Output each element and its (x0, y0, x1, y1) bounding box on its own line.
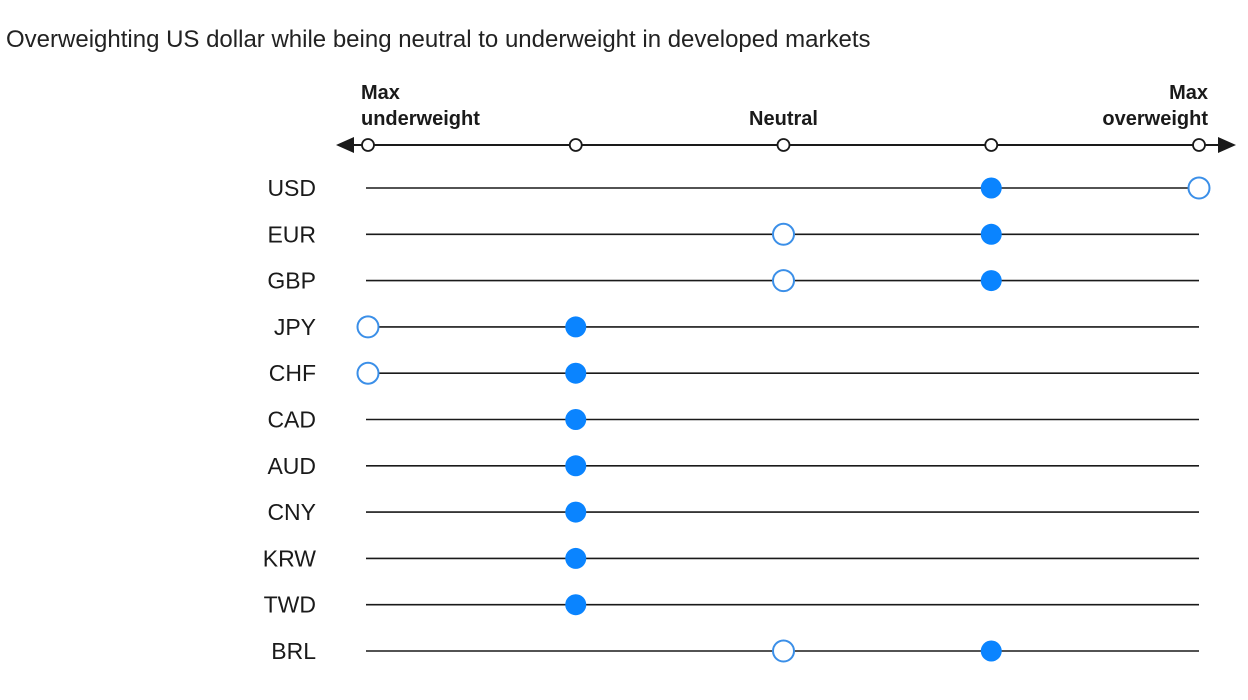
row-label: CHF (269, 360, 316, 386)
row-label: CNY (267, 499, 316, 525)
scale-label: Neutral (749, 108, 818, 130)
row-chf: CHF (269, 360, 1199, 386)
scale-labels: Max underweight Neutral Max overweight (361, 82, 1208, 130)
scale-label: Max overweight (1102, 82, 1208, 130)
arrow-right-icon (1218, 137, 1236, 153)
scale-label-line: Max (1169, 82, 1208, 104)
row-label: AUD (267, 453, 316, 479)
scale-label-line: overweight (1102, 108, 1208, 130)
scale-label-line: underweight (361, 108, 480, 130)
row-label: TWD (264, 592, 316, 618)
row-label: CAD (267, 407, 316, 433)
row-gbp: GBP (267, 268, 1199, 294)
row-jpy: JPY (274, 314, 1199, 340)
row-label: EUR (267, 221, 316, 247)
scale-tick-marker (776, 138, 791, 152)
previous-position-marker (772, 222, 795, 246)
row-label: KRW (263, 545, 317, 571)
current-position-marker (565, 362, 587, 384)
scale-tick-marker (984, 138, 999, 152)
current-position-marker (565, 547, 587, 569)
currency-rows: USD EUR GBP JPY CHF CAD AUD CNY KRW TWD BRL (263, 175, 1211, 664)
previous-position-marker (356, 315, 380, 339)
row-twd: TWD (264, 592, 1199, 618)
scale-label-line: Max (361, 82, 400, 104)
previous-position-marker (772, 639, 795, 663)
current-position-marker (565, 409, 587, 430)
current-position-marker (980, 270, 1002, 292)
row-cny: CNY (267, 499, 1199, 525)
row-eur: EUR (267, 221, 1199, 247)
previous-position-marker (772, 269, 795, 293)
current-position-marker (565, 594, 587, 616)
arrow-left-icon (336, 137, 354, 153)
scale-label-line: Neutral (749, 108, 818, 130)
scale-tick-marker (1192, 138, 1206, 152)
row-brl: BRL (271, 638, 1199, 664)
row-aud: AUD (267, 453, 1199, 479)
current-position-marker (565, 455, 587, 477)
row-usd: USD (267, 175, 1211, 201)
scale-tick-marker (361, 138, 375, 152)
previous-position-marker (356, 361, 380, 385)
row-label: GBP (267, 268, 316, 294)
row-label: BRL (271, 638, 316, 664)
row-label: JPY (274, 314, 316, 340)
current-position-marker (980, 177, 1002, 199)
row-krw: KRW (263, 545, 1199, 571)
row-cad: CAD (267, 407, 1199, 433)
previous-position-marker (1187, 176, 1211, 200)
chart-title: Overweighting US dollar while being neut… (6, 26, 871, 53)
current-position-marker (565, 501, 587, 523)
current-position-marker (980, 640, 1002, 662)
current-position-marker (565, 316, 587, 338)
scale-label: Max underweight (361, 82, 480, 130)
scale-tick-marker (568, 138, 583, 152)
current-position-marker (980, 223, 1002, 245)
row-label: USD (267, 175, 316, 201)
scale-axis (336, 137, 1236, 153)
